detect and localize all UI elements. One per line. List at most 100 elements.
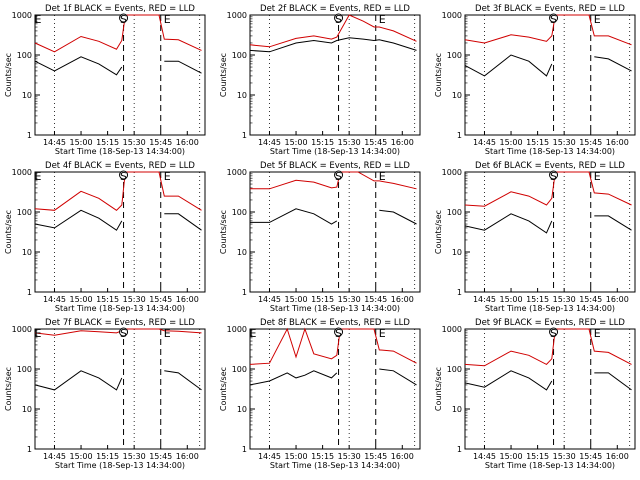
y-axis-label: Counts/sec: [4, 367, 13, 411]
marker-label: E: [35, 170, 42, 183]
y-tick-label: 1: [27, 131, 32, 140]
marker-label: S: [335, 170, 342, 183]
series-line-lld: [34, 328, 202, 336]
y-tick-label: 1000: [442, 325, 462, 334]
series-line-events: [34, 370, 202, 391]
y-tick-label: 100: [232, 365, 247, 374]
x-tick-label: 15:30: [338, 452, 361, 461]
y-tick-label: 1: [27, 288, 32, 297]
panel-title: Det 6f BLACK = Events, RED = LLD: [475, 161, 625, 171]
y-axis-label: Counts/sec: [219, 367, 228, 411]
y-tick-label: 10: [452, 248, 462, 257]
x-tick-label: 15:30: [123, 138, 146, 147]
x-tick-label: 14:45: [43, 452, 66, 461]
y-tick-label: 1: [27, 445, 32, 454]
series-line-events: [249, 37, 417, 53]
x-tick-label: 15:15: [311, 452, 334, 461]
marker-label: E: [164, 327, 171, 340]
marker-label: E: [379, 13, 386, 26]
y-tick-label: 100: [17, 365, 32, 374]
x-axis-label: Start Time (18-Sep-13 14:34:00): [485, 304, 615, 313]
x-tick-label: 15:15: [96, 452, 119, 461]
x-tick-label: 16:00: [606, 295, 629, 304]
series-line-events: [34, 209, 202, 231]
y-tick-label: 100: [447, 365, 462, 374]
x-tick-label: 15:15: [311, 138, 334, 147]
x-tick-label: 15:30: [123, 452, 146, 461]
marker-circle: [119, 170, 129, 180]
marker-label: S: [335, 13, 342, 26]
marker-label: S: [550, 327, 557, 340]
x-axis-label: Start Time (18-Sep-13 14:34:00): [55, 304, 185, 313]
x-tick-label: 15:30: [553, 295, 576, 304]
y-tick-label: 100: [447, 208, 462, 217]
marker-circle: [334, 13, 344, 23]
marker-label: E: [594, 170, 601, 183]
x-axis-label: Start Time (18-Sep-13 14:34:00): [485, 461, 615, 470]
y-axis-label: Counts/sec: [219, 210, 228, 254]
plot-frame: [249, 14, 421, 136]
x-tick-label: 14:45: [43, 138, 66, 147]
x-tick-label: 15:15: [96, 138, 119, 147]
marker-label: S: [120, 170, 127, 183]
marker-label: E: [594, 13, 601, 26]
y-tick-label: 100: [17, 208, 32, 217]
x-tick-label: 15:15: [311, 295, 334, 304]
y-tick-label: 1000: [12, 325, 32, 334]
x-tick-label: 14:45: [473, 295, 496, 304]
series-line-events: [250, 208, 417, 225]
marker-label: E: [379, 170, 386, 183]
x-tick-label: 16:00: [176, 138, 199, 147]
x-tick-label: 16:00: [606, 452, 629, 461]
marker-circle: [549, 13, 559, 23]
x-axis-label: Start Time (18-Sep-13 14:34:00): [270, 147, 400, 156]
series-line-events: [464, 54, 632, 77]
y-tick-label: 1000: [442, 168, 462, 177]
marker-circle: [334, 327, 344, 337]
y-axis-label: Counts/sec: [434, 367, 443, 411]
marker-label: E: [35, 13, 42, 26]
panel-title: Det 1f BLACK = Events, RED = LLD: [45, 4, 195, 14]
plot-frame: [464, 14, 636, 136]
x-tick-label: 16:00: [176, 295, 199, 304]
x-tick-label: 16:00: [391, 452, 414, 461]
plot-frame: [249, 171, 421, 293]
x-tick-label: 15:00: [70, 452, 93, 461]
panel-title: Det 4f BLACK = Events, RED = LLD: [45, 161, 195, 171]
x-axis-label: Start Time (18-Sep-13 14:34:00): [55, 147, 185, 156]
y-tick-label: 1: [457, 288, 462, 297]
x-tick-label: 15:30: [123, 295, 146, 304]
y-tick-label: 10: [237, 248, 247, 257]
x-tick-label: 15:15: [526, 295, 549, 304]
marker-label: E: [594, 327, 601, 340]
x-tick-label: 15:45: [364, 452, 387, 461]
series-line-lld: [249, 14, 417, 48]
x-tick-label: 15:00: [285, 452, 308, 461]
x-axis-label: Start Time (18-Sep-13 14:34:00): [270, 304, 400, 313]
y-tick-label: 1000: [442, 11, 462, 20]
series-line-lld: [464, 14, 632, 46]
x-tick-label: 15:30: [553, 138, 576, 147]
plot-frame: [464, 171, 636, 293]
y-tick-label: 1: [457, 445, 462, 454]
x-tick-label: 15:45: [149, 452, 172, 461]
x-tick-label: 15:00: [500, 295, 523, 304]
y-tick-label: 10: [237, 405, 247, 414]
x-tick-label: 14:45: [43, 295, 66, 304]
y-tick-label: 100: [447, 51, 462, 60]
y-tick-label: 1000: [12, 11, 32, 20]
x-tick-label: 15:45: [149, 295, 172, 304]
marker-circle: [549, 170, 559, 180]
y-tick-label: 10: [22, 248, 32, 257]
series-line-lld: [34, 171, 202, 211]
series-line-events: [34, 56, 202, 76]
marker-label: S: [335, 327, 342, 340]
panel-title: Det 2f BLACK = Events, RED = LLD: [260, 4, 410, 14]
series-line-events: [249, 368, 417, 386]
panel-title: Det 8f BLACK = Events, RED = LLD: [260, 318, 410, 328]
x-tick-label: 15:00: [500, 452, 523, 461]
marker-label: S: [120, 327, 127, 340]
y-tick-label: 1: [242, 445, 247, 454]
series-line-lld: [250, 171, 417, 190]
x-tick-label: 15:00: [70, 295, 93, 304]
